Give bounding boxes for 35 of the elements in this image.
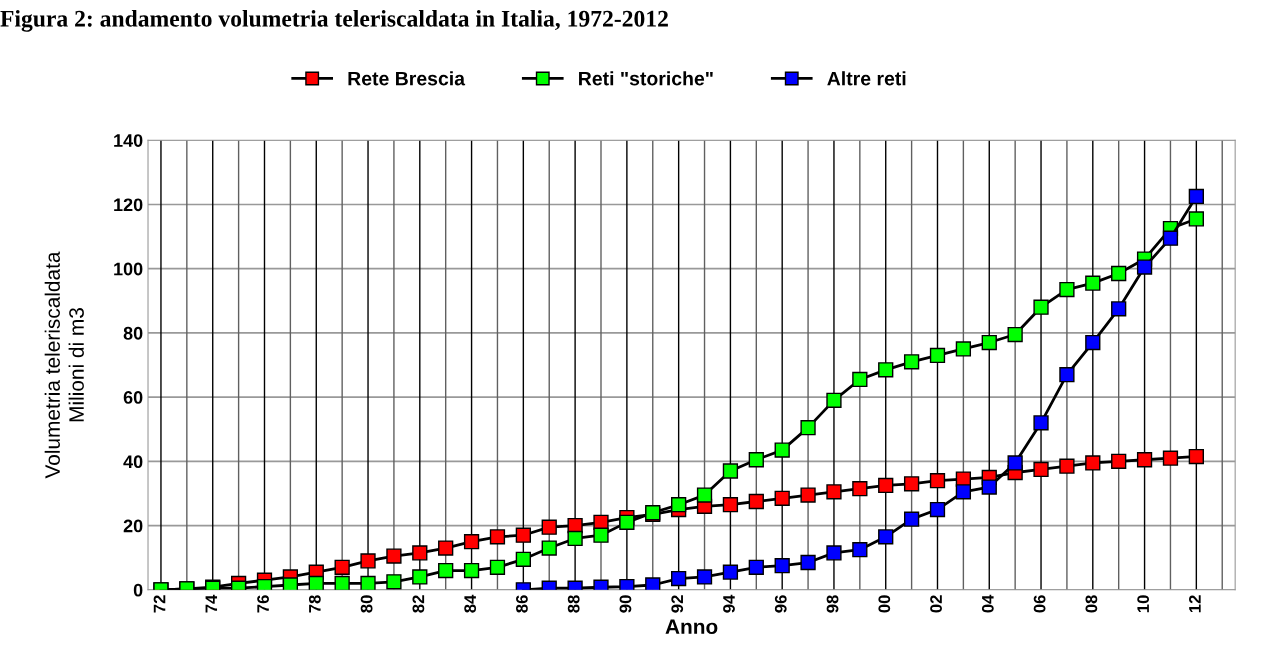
x-tick-label: 90 — [619, 595, 632, 613]
y-tick-label: 40 — [123, 455, 143, 469]
legend-label: Altre reti — [827, 71, 906, 86]
y-tick-label: 0 — [133, 583, 143, 597]
x-tick-label: 10 — [1137, 595, 1150, 613]
x-tick-label: 08 — [1085, 595, 1098, 613]
x-tick-label: 04 — [981, 594, 994, 613]
x-tick-label: 84 — [464, 594, 477, 613]
x-axis-title: Anno — [665, 619, 718, 635]
x-tick-label: 76 — [257, 595, 269, 613]
x-tick-label: 92 — [671, 595, 684, 613]
x-tick-label: 82 — [412, 595, 425, 613]
x-tick-label: 98 — [826, 595, 839, 613]
x-tick-label: 72 — [153, 595, 166, 613]
x-tick-label: 96 — [774, 595, 787, 613]
x-tick-label: 86 — [516, 595, 528, 613]
y-tick-label: 80 — [123, 326, 143, 340]
x-tick-label: 80 — [360, 595, 373, 613]
y-tick-label: 120 — [114, 198, 143, 212]
x-tick-label: 06 — [1033, 595, 1046, 613]
legend-label: Reti "storiche" — [579, 71, 713, 86]
y-tick-label: 60 — [123, 391, 143, 404]
x-tick-label: 74 — [205, 594, 218, 613]
x-tick-label: 88 — [567, 595, 580, 613]
y-tick-label: 20 — [123, 519, 143, 533]
x-tick-label: 78 — [308, 595, 321, 613]
y-tick-label: 140 — [114, 134, 143, 147]
y-axis-title: Volumetria teleriscaldata Milioni di m3 — [44, 251, 84, 479]
legend-label: Rete Brescia — [348, 71, 466, 86]
x-tick-label: 94 — [723, 594, 735, 613]
chart-title: Figura 2: andamento volumetria teleriscaldata in Italia, 1972-2012 — [0, 10, 668, 32]
x-tick-label: 00 — [878, 595, 891, 613]
y-tick-label: 100 — [114, 262, 143, 276]
x-tick-label: 12 — [1189, 595, 1201, 613]
x-tick-label: 02 — [930, 595, 942, 613]
